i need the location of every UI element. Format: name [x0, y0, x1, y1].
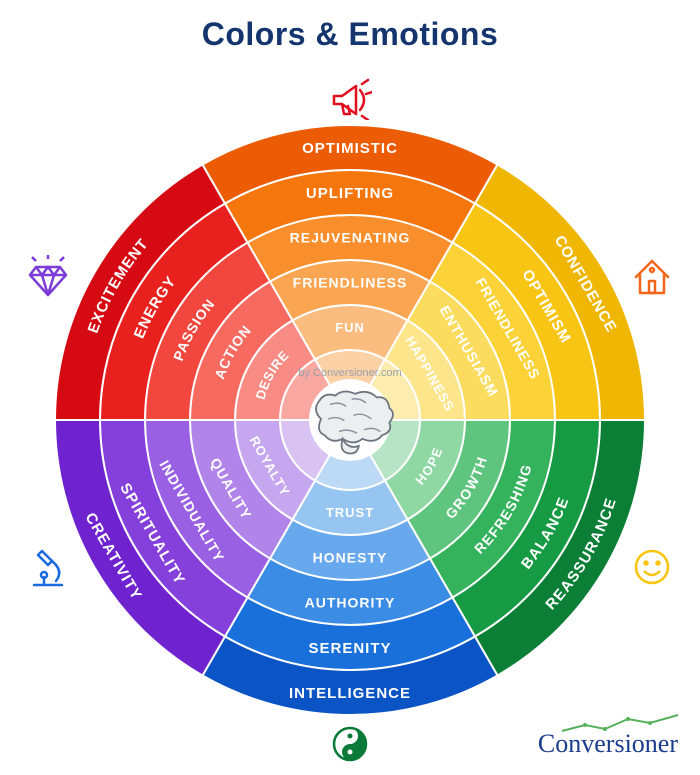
wheel-label-blue-3: SERENITY: [308, 640, 391, 657]
title-text: Colors & Emotions: [202, 16, 499, 52]
page-title: Colors & Emotions: [0, 16, 700, 53]
wheel-label-orange-2: REJUVENATING: [290, 229, 411, 245]
center-credit: by Conversioner.com: [298, 367, 401, 379]
diamond-icon: [26, 255, 70, 299]
wheel-label-orange-4: OPTIMISTIC: [302, 140, 398, 157]
yinyang-icon: [328, 722, 372, 766]
smiley-icon: [630, 545, 674, 589]
color-emotion-wheel: DESIREACTIONPASSIONENERGYEXCITEMENTFUNFR…: [55, 125, 645, 715]
wheel-label-blue-2: AUTHORITY: [305, 594, 396, 610]
brand-logo: Conversioner: [538, 729, 678, 759]
wheel-label-blue-4: INTELLIGENCE: [289, 685, 411, 702]
wheel-label-orange-1: FRIENDLINESS: [293, 274, 408, 290]
megaphone-icon: [328, 76, 372, 120]
infographic-root: Colors & Emotions DESIREACTIONPASSIONENE…: [0, 0, 700, 775]
house-icon: [630, 255, 674, 299]
wheel-label-blue-1: HONESTY: [313, 549, 388, 565]
logo-text: Conversioner: [538, 729, 678, 758]
wheel-label-orange-3: UPLIFTING: [306, 185, 394, 202]
microscope-icon: [26, 545, 70, 589]
wheel-label-blue-0: TRUST: [326, 505, 374, 520]
wheel-label-orange-0: FUN: [335, 320, 365, 335]
